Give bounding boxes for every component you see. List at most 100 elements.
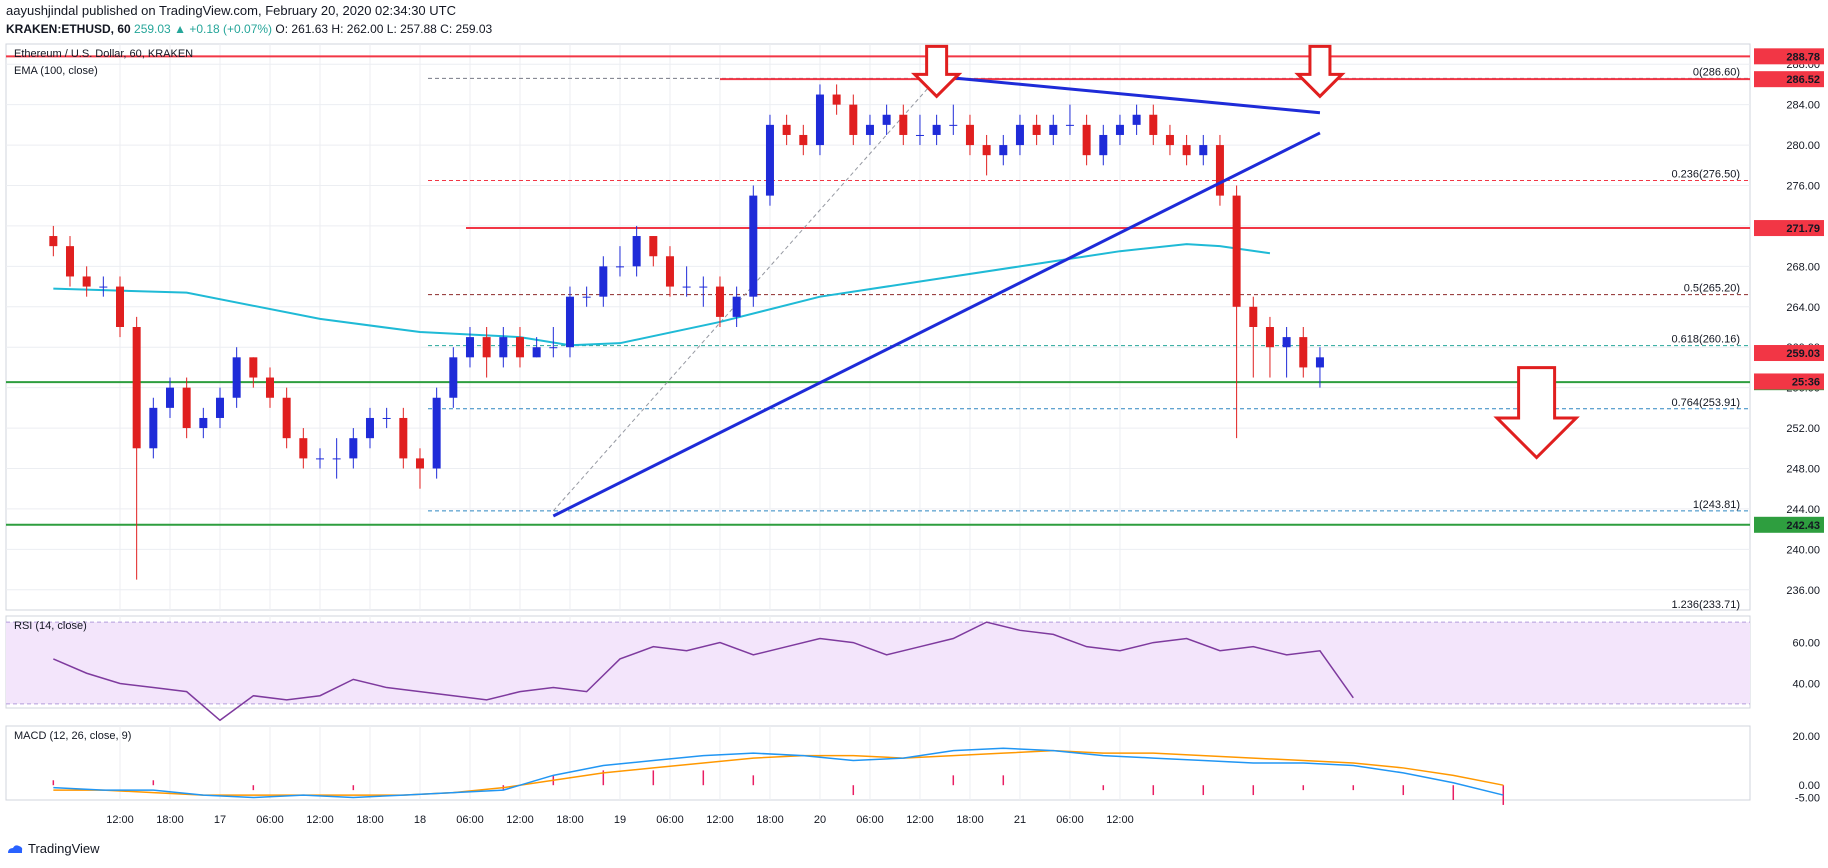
- rsi-y-tick: 60.00: [1792, 638, 1820, 650]
- candle-body: [1232, 195, 1241, 307]
- candle-body: [1049, 124, 1058, 135]
- down-arrow-icon: [1294, 44, 1346, 99]
- candle-body: [199, 417, 208, 429]
- macd-line: [53, 747, 1504, 799]
- last-price-tag-label: 259.03: [1786, 348, 1820, 360]
- y-tick-label: 276.00: [1786, 181, 1820, 193]
- y-tick-label: 284.00: [1786, 100, 1820, 112]
- candle-body: [765, 124, 774, 196]
- rsi-y-tick: 40.00: [1792, 678, 1820, 690]
- candle-body: [1315, 357, 1324, 368]
- macd-pane: [5, 725, 1751, 801]
- x-tick-label: 21: [1014, 814, 1026, 826]
- x-tick-label: 12:00: [906, 814, 934, 826]
- candle-body: [649, 236, 658, 257]
- candle-body: [1099, 134, 1108, 156]
- price-axis-tag: [1754, 71, 1824, 88]
- macd-y-tick: 0.00: [1799, 780, 1820, 792]
- candle-body: [1282, 337, 1291, 348]
- candle-body: [865, 124, 874, 135]
- price-axis-tag-label: 286.52: [1786, 74, 1820, 86]
- tradingview-brand: TradingView: [28, 841, 100, 856]
- candle-body: [1249, 306, 1258, 327]
- candle-body: [782, 124, 791, 135]
- x-tick-label: 06:00: [1056, 814, 1084, 826]
- x-tick-label: 12:00: [106, 814, 134, 826]
- candle-body: [382, 417, 391, 419]
- candle-body: [715, 286, 724, 317]
- candle-body: [149, 407, 158, 449]
- x-tick-label: 20: [814, 814, 826, 826]
- candle-body: [165, 387, 174, 408]
- published-line: aayushjindal published on TradingView.co…: [6, 3, 456, 18]
- ema-indicator-label: EMA (100, close): [14, 65, 98, 77]
- candle-body: [532, 347, 541, 358]
- x-tick-label: 06:00: [256, 814, 284, 826]
- macd-title: MACD (12, 26, close, 9): [14, 730, 131, 742]
- ticker-ohlc-line: KRAKEN:ETHUSD, 60 259.03 ▲ +0.18 (+0.07%…: [6, 22, 492, 36]
- candle-body: [399, 417, 408, 459]
- candle-body: [965, 124, 974, 146]
- price-axis-tag: [1754, 220, 1824, 237]
- y-tick-label: 236.00: [1786, 585, 1820, 597]
- last-price-tag: [1754, 345, 1824, 362]
- candle-body: [1215, 145, 1224, 196]
- x-tick-label: 12:00: [306, 814, 334, 826]
- candle-body: [849, 104, 858, 135]
- cloud-icon: [8, 844, 23, 853]
- x-tick-label: 12:00: [506, 814, 534, 826]
- candle-body: [665, 256, 674, 287]
- candle-body: [332, 458, 341, 460]
- x-tick-label: 18: [414, 814, 426, 826]
- candle-body: [799, 134, 808, 146]
- tradingview-logo[interactable]: TradingView: [6, 841, 100, 856]
- candle-body: [1182, 145, 1191, 156]
- candle-body: [582, 296, 591, 298]
- x-tick-label: 18:00: [956, 814, 984, 826]
- candle-body: [249, 357, 258, 378]
- candle-body: [565, 296, 574, 348]
- fib-level-label: 1.236(233.71): [1672, 599, 1741, 611]
- candle-body: [832, 94, 841, 105]
- x-tick-label: 17: [214, 814, 226, 826]
- price-axis-tag-label: 271.79: [1786, 223, 1820, 235]
- candle-body: [65, 246, 74, 277]
- x-tick-label: 06:00: [656, 814, 684, 826]
- last-price-tag: [1754, 373, 1824, 390]
- candle-body: [815, 94, 824, 146]
- trendline: [936, 74, 1321, 115]
- candle-body: [999, 145, 1008, 156]
- candle-body: [449, 357, 458, 398]
- y-tick-label: 264.00: [1786, 302, 1820, 314]
- candle-body: [99, 286, 108, 288]
- last-price: 259.03: [134, 22, 171, 36]
- fib-level-label: 0.5(265.20): [1684, 283, 1740, 295]
- y-tick-label: 268.00: [1786, 261, 1820, 273]
- price-axis-tag: [1754, 48, 1824, 65]
- candle-body: [265, 377, 274, 398]
- candle-body: [1165, 134, 1174, 146]
- candle-body: [682, 286, 691, 288]
- candle-body: [1032, 124, 1041, 135]
- price-axis-tag: [1754, 516, 1824, 533]
- x-tick-label: 19: [614, 814, 626, 826]
- fib-diagonal: [552, 78, 938, 512]
- candle-body: [215, 397, 224, 418]
- rsi-band: [6, 622, 1750, 704]
- candle-body: [465, 337, 474, 358]
- candle-body: [482, 337, 491, 358]
- candle-body: [982, 145, 991, 156]
- fib-level-label: 0.764(253.91): [1672, 397, 1741, 409]
- price-axis-tag-label: 242.43: [1786, 520, 1820, 532]
- candle-body: [1115, 124, 1124, 135]
- candle-body: [732, 296, 741, 317]
- candle-body: [1299, 337, 1308, 368]
- down-arrow-icon: [1493, 366, 1580, 460]
- down-arrow-icon: [911, 44, 963, 99]
- candle-body: [499, 337, 508, 358]
- fib-level-label: 0.236(276.50): [1672, 168, 1741, 180]
- main-pane: [5, 43, 1751, 611]
- fib-level-label: 1(243.81): [1693, 499, 1740, 511]
- candle-body: [1265, 327, 1274, 348]
- x-tick-label: 06:00: [456, 814, 484, 826]
